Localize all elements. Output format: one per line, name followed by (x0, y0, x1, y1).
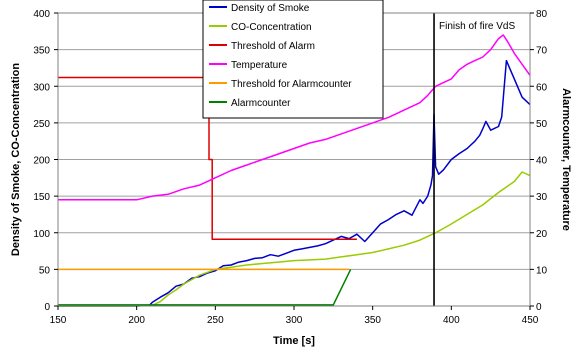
series-density-of-smoke (58, 59, 531, 307)
legend-label-co-concentration: CO-Concentration (231, 22, 312, 33)
x-tick-label: 350 (364, 315, 381, 326)
x-tick-label: 150 (50, 315, 67, 326)
right-tick-label: 30 (536, 192, 548, 203)
x-tick-label: 400 (443, 315, 460, 326)
left-tick-label: 250 (33, 119, 50, 130)
series-alarmcounter (58, 269, 352, 306)
legend-label-density-of-smoke: Density of Smoke (231, 3, 310, 14)
right-tick-label: 70 (536, 46, 548, 57)
left-tick-label: 0 (44, 302, 50, 313)
series-lines (58, 34, 531, 307)
left-axis-title: Density of Smoke, CO-Concentration (10, 63, 22, 256)
axis-ticks: 150 200 250 300 350 400 4500501001502002503003… (33, 9, 547, 326)
left-tick-label: 350 (33, 46, 50, 57)
legend-label-threshold-of-alarm: Threshold of Alarm (231, 41, 315, 52)
right-tick-label: 40 (536, 156, 548, 167)
annotation: Finish of fire VdS (433, 13, 515, 306)
left-tick-label: 300 (33, 82, 50, 93)
right-axis-title: Alarmcounter, Temperature (560, 88, 572, 231)
series-threshold-of-alarm (58, 76, 357, 241)
left-tick-label: 400 (33, 9, 50, 20)
finish-of-fire-label: Finish of fire VdS (439, 21, 515, 32)
x-axis-title: Time [s] (273, 335, 315, 347)
right-tick-label: 80 (536, 9, 548, 20)
right-tick-label: 20 (536, 229, 548, 240)
x-tick-label: 200 (128, 315, 145, 326)
legend-box (202, 0, 384, 119)
legend-label-temperature: Temperature (231, 60, 288, 71)
right-tick-label: 0 (536, 302, 542, 313)
legend-label-threshold-for-alarmcounter: Threshold for Alarmcounter (231, 79, 352, 90)
x-tick-label: 450 (522, 315, 539, 326)
legend-label-alarmcounter: Alarmcounter (231, 98, 291, 109)
series-temperature (58, 34, 531, 201)
series-co-concentration (58, 171, 531, 307)
left-tick-label: 200 (33, 156, 50, 167)
legend: Density of Smoke CO-Concentration Threshol… (202, 0, 384, 119)
left-tick-label: 50 (39, 265, 51, 276)
right-tick-label: 60 (536, 82, 548, 93)
x-tick-label: 300 (286, 315, 303, 326)
right-tick-label: 10 (536, 265, 548, 276)
x-tick-label: 250 (207, 315, 224, 326)
left-tick-label: 100 (33, 229, 50, 240)
right-tick-label: 50 (536, 119, 548, 130)
left-tick-label: 150 (33, 192, 50, 203)
